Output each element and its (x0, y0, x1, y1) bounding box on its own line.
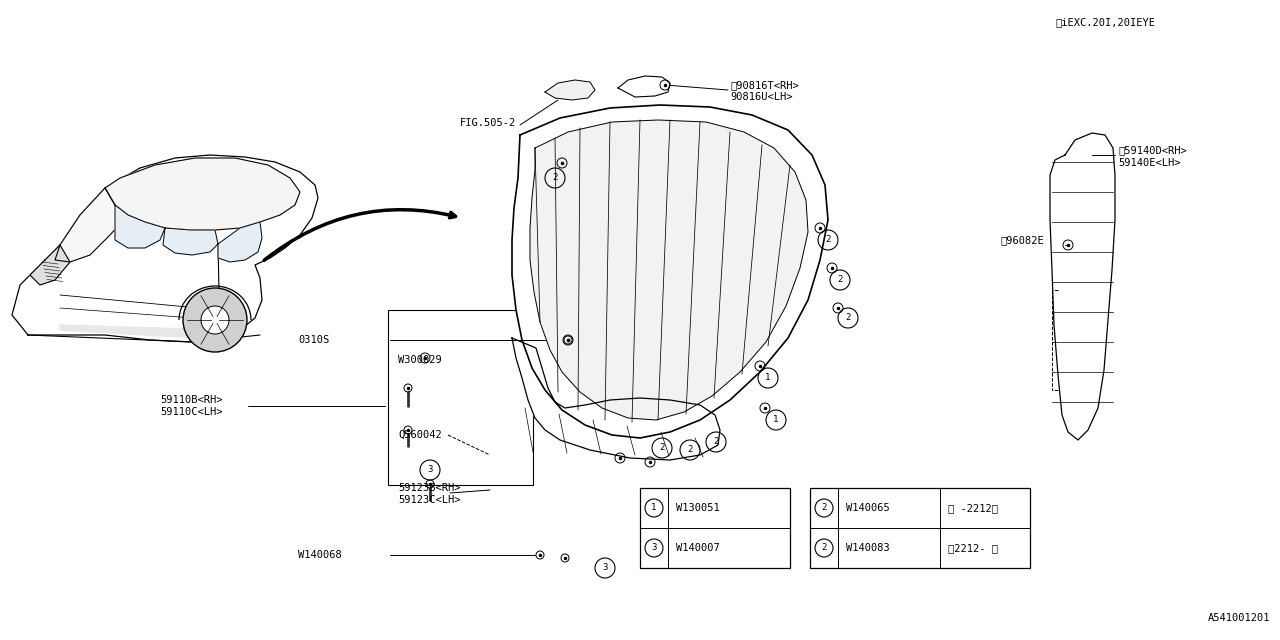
Text: 2: 2 (845, 314, 851, 323)
Polygon shape (55, 188, 128, 262)
Text: 59123B<RH>: 59123B<RH> (398, 483, 461, 493)
Text: 59110B<RH>: 59110B<RH> (160, 395, 223, 405)
Text: 2: 2 (837, 275, 842, 285)
Text: W140007: W140007 (676, 543, 719, 553)
Text: 59110C<LH>: 59110C<LH> (160, 407, 223, 417)
Polygon shape (545, 80, 595, 100)
Polygon shape (105, 158, 300, 230)
Text: 2: 2 (687, 445, 692, 454)
Text: 2: 2 (826, 236, 831, 244)
Polygon shape (512, 105, 828, 438)
Text: 2: 2 (552, 173, 558, 182)
Polygon shape (163, 228, 218, 255)
Text: 90816U<LH>: 90816U<LH> (730, 92, 792, 102)
Text: 2: 2 (822, 504, 827, 513)
Bar (810, 488, 1030, 568)
Text: 3: 3 (652, 543, 657, 552)
Text: A541001201: A541001201 (1207, 613, 1270, 623)
Text: 59123C<LH>: 59123C<LH> (398, 495, 461, 505)
Text: W140065: W140065 (846, 503, 890, 513)
Text: 〈 -2212〉: 〈 -2212〉 (948, 503, 998, 513)
Polygon shape (12, 155, 317, 342)
Polygon shape (60, 325, 225, 338)
Text: ※59140D<RH>: ※59140D<RH> (1117, 145, 1187, 155)
Text: 3: 3 (603, 563, 608, 573)
Bar (640, 488, 790, 568)
Circle shape (183, 288, 247, 352)
Text: 2: 2 (659, 444, 664, 452)
Text: 2: 2 (822, 543, 827, 552)
Text: 59140E<LH>: 59140E<LH> (1117, 158, 1180, 168)
Text: 1: 1 (773, 415, 778, 424)
Text: 3: 3 (428, 465, 433, 474)
Text: ※90816T<RH>: ※90816T<RH> (730, 80, 799, 90)
Polygon shape (1050, 133, 1115, 440)
Text: Q560042: Q560042 (398, 430, 442, 440)
Text: ※iEXC.20I,20IEYE: ※iEXC.20I,20IEYE (1055, 17, 1155, 27)
Polygon shape (218, 222, 262, 262)
Text: 2: 2 (713, 438, 718, 447)
Text: W300029: W300029 (398, 355, 442, 365)
Circle shape (201, 306, 229, 334)
Text: 0310S: 0310S (298, 335, 329, 345)
Text: 〈2212- 〉: 〈2212- 〉 (948, 543, 998, 553)
Text: 1: 1 (652, 504, 657, 513)
Text: W140068: W140068 (298, 550, 342, 560)
Polygon shape (530, 120, 808, 420)
Polygon shape (115, 205, 165, 248)
Text: W130051: W130051 (676, 503, 719, 513)
Polygon shape (618, 76, 669, 97)
Text: ※96082E: ※96082E (1000, 235, 1043, 245)
Polygon shape (512, 338, 719, 460)
Text: 1: 1 (765, 374, 771, 383)
Text: W140083: W140083 (846, 543, 890, 553)
Text: FIG.505-2: FIG.505-2 (460, 118, 516, 128)
Polygon shape (29, 245, 70, 285)
Bar (388, 310, 532, 485)
